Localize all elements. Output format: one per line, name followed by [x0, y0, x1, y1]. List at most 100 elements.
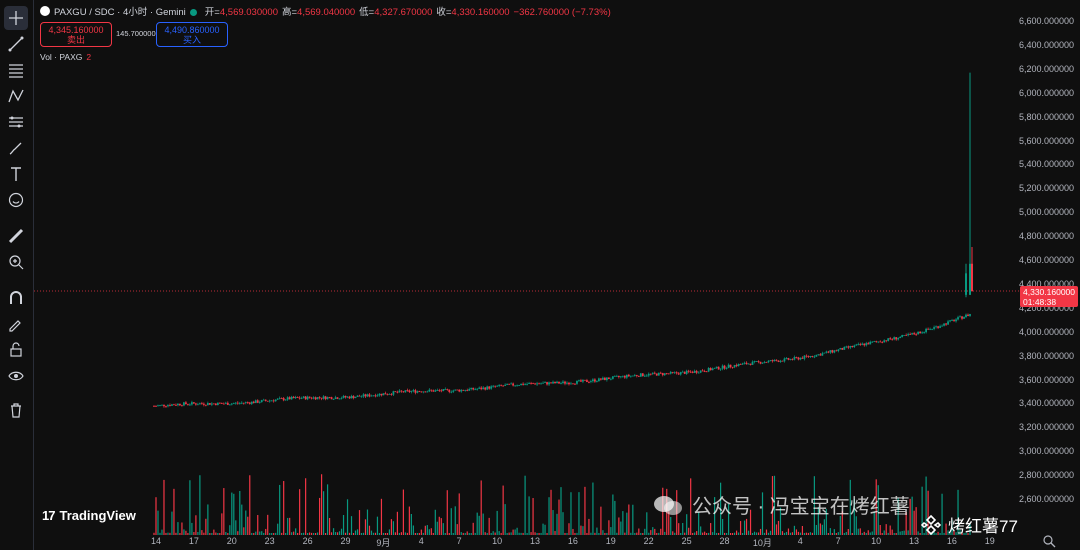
volume-bar: [646, 512, 648, 535]
text-icon[interactable]: [4, 162, 28, 186]
candle-body: [769, 360, 772, 361]
volume-bar: [712, 532, 714, 535]
volume-bar: [688, 527, 690, 535]
volume-bar: [606, 532, 608, 535]
volume-bar: [582, 526, 584, 535]
volume-bar: [472, 522, 474, 535]
volume-bar: [412, 525, 414, 535]
time-tick-label: 29: [340, 536, 351, 546]
trash-icon[interactable]: [4, 398, 28, 422]
trendline-icon[interactable]: [4, 32, 28, 56]
candle-body: [500, 384, 503, 386]
volume-bar: [785, 531, 788, 535]
volume-bar: [847, 529, 849, 535]
volume-bar: [843, 532, 845, 535]
candle-body: [370, 395, 373, 397]
volume-bar: [753, 531, 756, 535]
time-tick-label: 7: [456, 536, 462, 546]
volume-bar: [313, 532, 315, 535]
time-axis[interactable]: 14 17 20 23 26 29 9月 4 7 10 13 16 19 22 25 28 10月 4 7 10 13 1…: [34, 534, 1020, 550]
price-tick-label: 6,600.000000: [1018, 16, 1074, 26]
volume-bar: [320, 474, 323, 535]
volume-bar: [392, 521, 395, 535]
volume-bar: [648, 532, 650, 535]
volume-bar: [462, 532, 464, 535]
candlestick-chart[interactable]: [34, 0, 1020, 535]
forecast-icon[interactable]: [4, 110, 28, 134]
crosshair-icon[interactable]: [4, 6, 28, 30]
low-value: 4,327.670000: [374, 7, 433, 18]
volume-bar: [835, 533, 837, 535]
candle-body: [530, 383, 532, 384]
search-icon[interactable]: [1042, 534, 1058, 548]
volume-bar: [187, 532, 189, 535]
volume-bar: [791, 532, 794, 535]
candle-body: [292, 396, 295, 399]
candle-body: [452, 390, 455, 392]
lock-draw-icon[interactable]: [4, 312, 28, 336]
volume-bar: [324, 532, 327, 535]
volume-bar: [558, 499, 560, 535]
time-tick-label: 23: [264, 536, 275, 546]
candle-body: [897, 338, 900, 340]
zoom-in-icon[interactable]: [4, 250, 28, 274]
emoji-icon[interactable]: [4, 188, 28, 212]
volume-bar: [725, 532, 728, 535]
volume-bar: [229, 525, 231, 535]
volume-bar: [773, 475, 776, 535]
candle-body: [346, 396, 349, 398]
candle-body: [873, 341, 876, 343]
volume-bar: [209, 533, 211, 535]
volume-bar: [690, 478, 692, 535]
candle-body: [803, 355, 806, 359]
candle-body: [342, 395, 345, 398]
price-axis[interactable]: 6,600.000000 6,400.000000 6,200.000000 6,00…: [1018, 0, 1080, 550]
candle-body: [171, 404, 173, 406]
candle-body: [588, 381, 590, 383]
volume-bar: [348, 532, 351, 535]
volume-bar: [630, 532, 632, 535]
volume-bar: [340, 528, 343, 535]
volume-bar: [698, 512, 700, 535]
volume-bar: [356, 529, 359, 535]
volume-bar: [861, 533, 863, 535]
candle-body: [352, 395, 355, 399]
ruler-icon[interactable]: [4, 224, 28, 248]
eye-icon[interactable]: [4, 364, 28, 388]
volume-bar: [927, 490, 929, 535]
volume-bar: [696, 531, 698, 535]
candle-body: [941, 325, 943, 327]
symbol-title[interactable]: PAXGU / SDC · 4小时 · Gemini: [54, 7, 186, 18]
volume-bar: [747, 530, 750, 535]
candle-body: [797, 357, 800, 360]
tradingview-logo[interactable]: 17 TradingView: [42, 508, 136, 523]
magnet-icon[interactable]: [4, 286, 28, 310]
candle-body: [228, 404, 231, 406]
candle-body: [659, 372, 662, 374]
candle-body: [857, 343, 860, 345]
candle-body: [607, 377, 610, 380]
candle-body: [793, 357, 796, 360]
candle-body: [701, 370, 704, 372]
candle-body: [785, 358, 788, 359]
volume-indicator-legend[interactable]: Vol · PAXG 2: [40, 52, 91, 62]
volume-bar: [336, 532, 339, 535]
candle-body: [617, 375, 620, 378]
volume-bar: [596, 527, 598, 535]
candle-body: [420, 391, 423, 393]
buy-button[interactable]: 4,490.860000 买入: [156, 22, 228, 47]
time-tick-label: 13: [908, 536, 920, 546]
volume-bar: [484, 532, 486, 535]
candle-body: [771, 360, 774, 362]
lock-icon[interactable]: [4, 338, 28, 362]
candle-body: [598, 378, 600, 382]
candle-body: [434, 390, 437, 392]
candle-body: [697, 372, 700, 374]
sell-button[interactable]: 4,345.160000 卖出: [40, 22, 112, 47]
fib-lines-icon[interactable]: [4, 58, 28, 82]
time-tick-label: 7: [835, 536, 841, 546]
volume-bar: [362, 532, 365, 535]
pattern-icon[interactable]: [4, 84, 28, 108]
brush-icon[interactable]: [4, 136, 28, 160]
volume-bar: [540, 532, 542, 535]
